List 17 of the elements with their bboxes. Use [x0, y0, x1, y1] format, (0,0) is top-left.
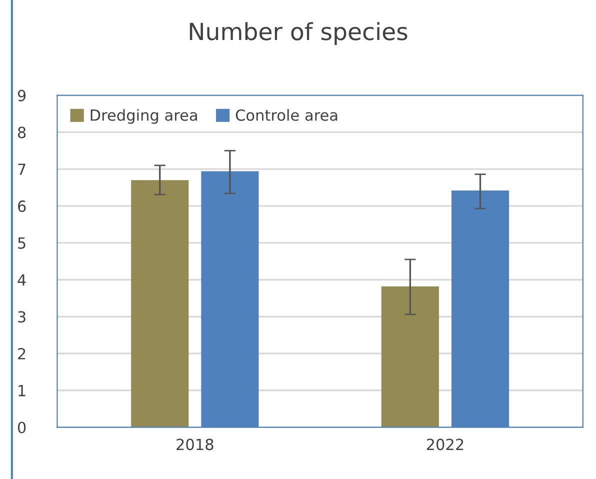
y-tick-label: 7 — [18, 164, 26, 175]
chart-title: Number of species — [190, 22, 408, 45]
x-tick-label: 2018 — [176, 438, 214, 450]
bar — [131, 180, 189, 428]
y-tick-label: 6 — [18, 200, 26, 212]
y-tick-label: 2 — [18, 348, 26, 360]
bar — [381, 286, 439, 428]
y-tick-label: 9 — [18, 90, 26, 102]
legend-label: Dredging area — [90, 109, 197, 124]
y-tick-label: 4 — [18, 274, 26, 286]
y-tick-label: 8 — [18, 126, 26, 138]
x-tick-label: 2022 — [426, 438, 464, 450]
y-tick-label: 5 — [18, 238, 26, 249]
legend-label: Controle area — [236, 109, 338, 121]
y-tick-label: 0 — [18, 422, 26, 434]
y-tick-label: 1 — [18, 385, 26, 396]
y-tick-label: 3 — [18, 311, 26, 323]
